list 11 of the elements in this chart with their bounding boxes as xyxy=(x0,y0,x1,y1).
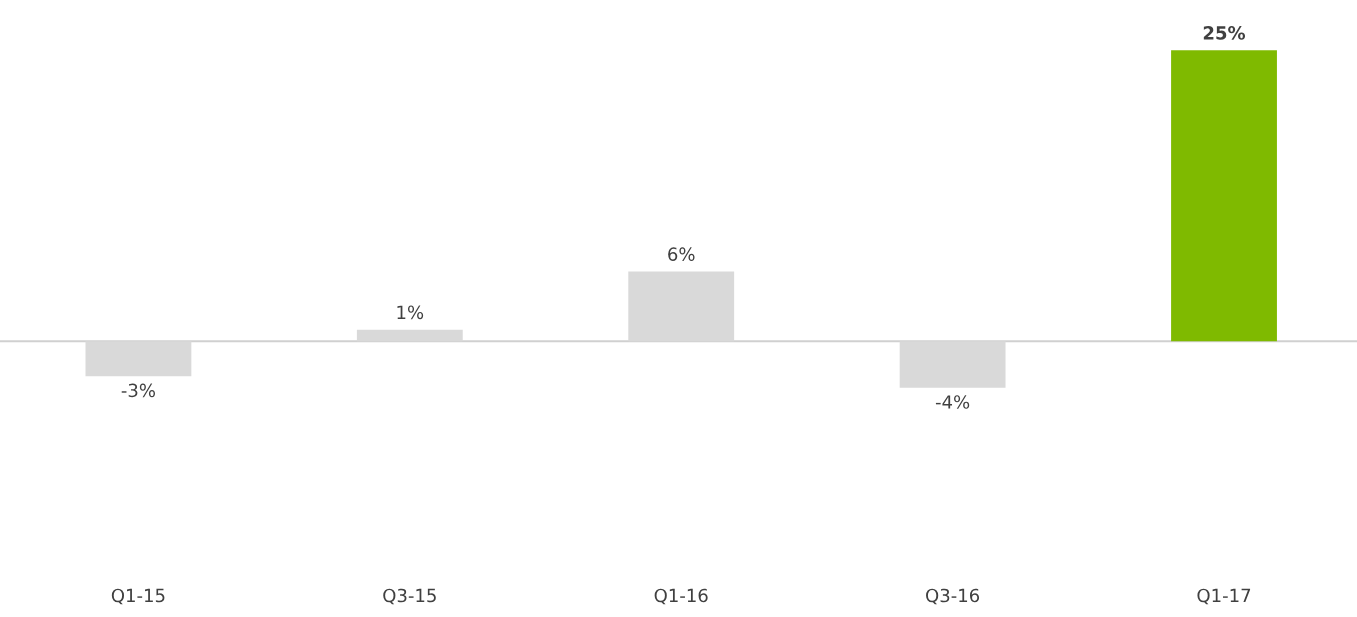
data-label: 25% xyxy=(1203,26,1246,40)
data-label: -3% xyxy=(121,383,155,398)
x-tick-label: Q1-17 xyxy=(1197,588,1251,605)
data-label: 1% xyxy=(397,305,424,320)
x-tick-label: Q1-16 xyxy=(654,588,708,605)
x-tick-label: Q1-15 xyxy=(111,588,165,605)
bar xyxy=(1171,50,1277,342)
x-tick-label: Q3-16 xyxy=(926,588,980,605)
data-label: -4% xyxy=(935,395,970,409)
x-tick-label: Q3-15 xyxy=(383,588,436,605)
data-label: 6% xyxy=(668,247,695,261)
